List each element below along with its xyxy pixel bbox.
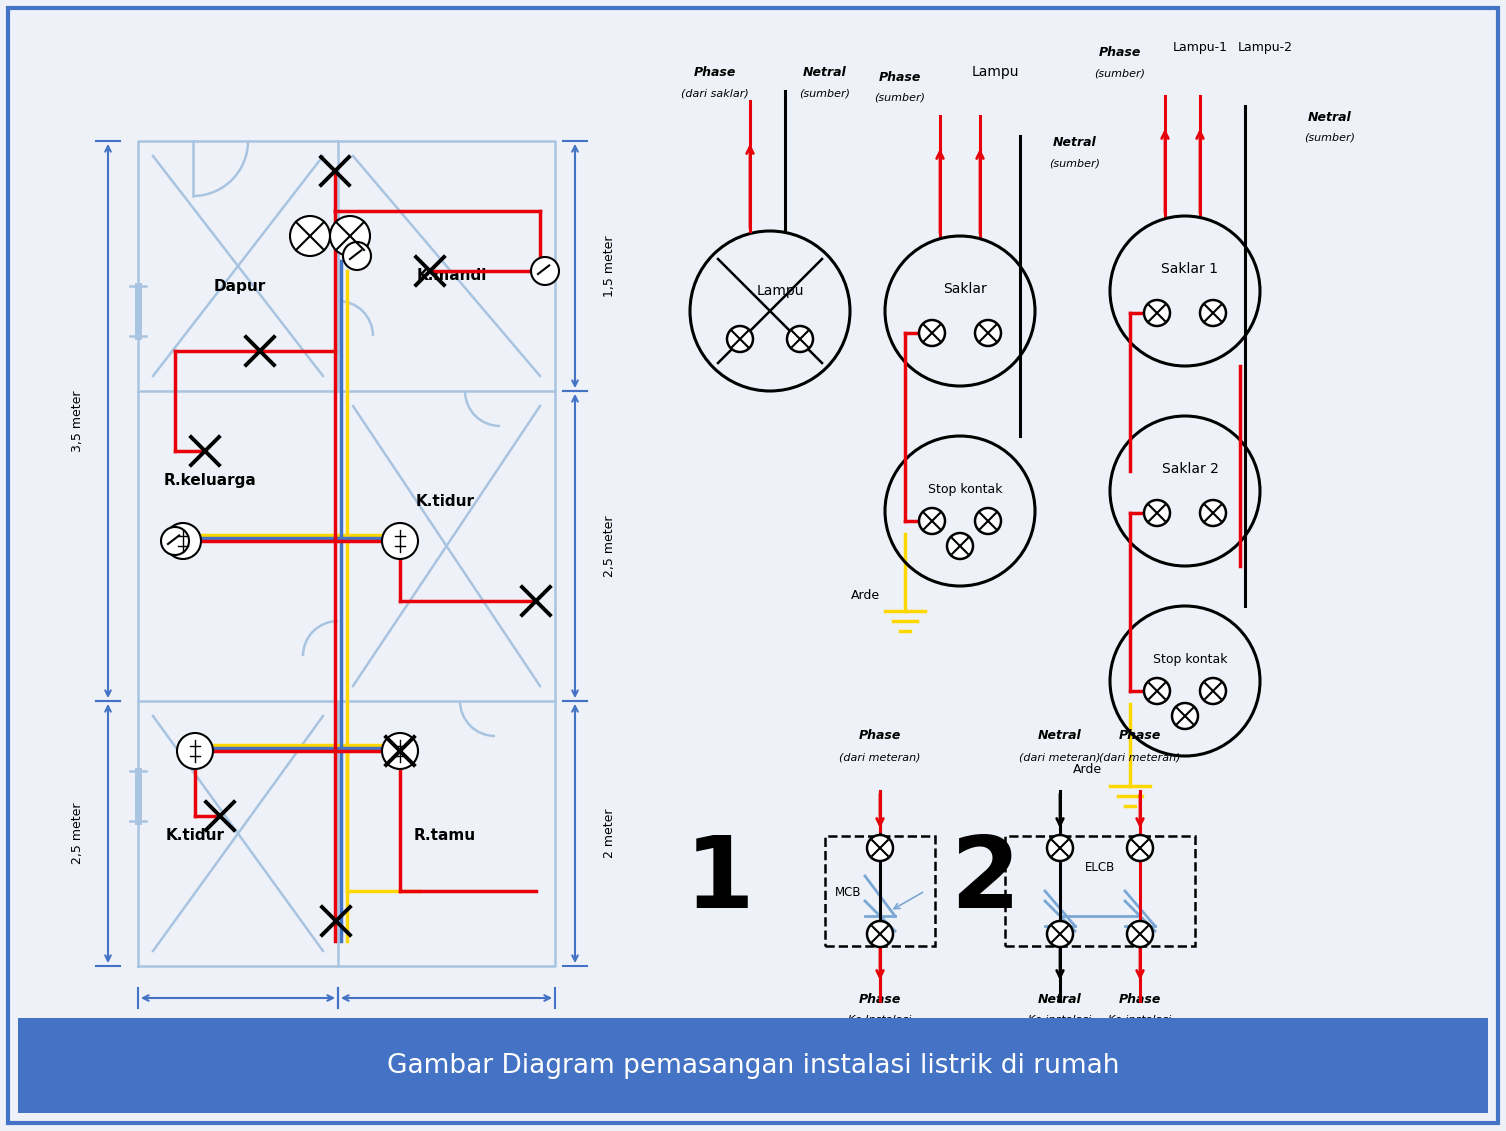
Text: (sumber): (sumber) xyxy=(800,88,851,98)
Circle shape xyxy=(947,533,973,559)
Text: Netral: Netral xyxy=(1309,111,1352,124)
Circle shape xyxy=(974,508,1001,534)
Text: R.tamu: R.tamu xyxy=(414,829,476,844)
Text: (dari meteran): (dari meteran) xyxy=(839,753,920,763)
Circle shape xyxy=(1126,921,1154,947)
Text: menuju Instalasi: menuju Instalasi xyxy=(834,1063,926,1073)
Circle shape xyxy=(974,320,1001,346)
Text: ELCB: ELCB xyxy=(1084,861,1114,874)
Circle shape xyxy=(788,326,813,352)
Text: K.tidur: K.tidur xyxy=(416,493,474,509)
Text: Stop kontak: Stop kontak xyxy=(928,483,1003,495)
Text: 1: 1 xyxy=(685,832,755,930)
Circle shape xyxy=(919,508,944,534)
Text: (sumber): (sumber) xyxy=(1095,68,1146,78)
Circle shape xyxy=(1126,835,1154,861)
Text: Ke instalasi: Ke instalasi xyxy=(1108,1015,1172,1025)
Text: Phase: Phase xyxy=(880,71,922,84)
Text: K.mandi: K.mandi xyxy=(417,268,486,284)
Text: Phase: Phase xyxy=(1119,993,1161,1005)
Text: R.keluarga: R.keluarga xyxy=(164,474,256,489)
Text: Dapur: Dapur xyxy=(214,278,267,294)
Circle shape xyxy=(166,523,200,559)
Circle shape xyxy=(1200,500,1226,526)
Text: (sumber): (sumber) xyxy=(1304,133,1355,143)
Text: Ke instalasi: Ke instalasi xyxy=(1029,1015,1092,1025)
Text: Arde: Arde xyxy=(1072,763,1101,776)
Text: Netral: Netral xyxy=(1038,729,1081,742)
Circle shape xyxy=(330,216,370,256)
Text: Phase: Phase xyxy=(694,66,736,79)
Text: Lampu: Lampu xyxy=(756,284,804,297)
Text: 3,5 meter: 3,5 meter xyxy=(71,390,84,451)
Circle shape xyxy=(383,733,419,769)
Text: 2: 2 xyxy=(950,832,1020,930)
Text: (dari saklar): (dari saklar) xyxy=(681,88,748,98)
Text: Phase: Phase xyxy=(1099,46,1142,59)
Text: Phase: Phase xyxy=(858,993,901,1005)
Text: Lampu-1: Lampu-1 xyxy=(1173,41,1227,54)
Circle shape xyxy=(1145,300,1170,326)
Text: Lampu: Lampu xyxy=(971,64,1018,79)
Text: 2,5 meter: 2,5 meter xyxy=(604,516,616,577)
Circle shape xyxy=(1047,921,1072,947)
Text: Netral dari meteran: Netral dari meteran xyxy=(825,1043,935,1053)
Circle shape xyxy=(1172,703,1197,729)
Text: 2,5 meter: 2,5 meter xyxy=(71,803,84,864)
Text: Netral: Netral xyxy=(1053,136,1096,149)
Text: Lampu-2: Lampu-2 xyxy=(1238,41,1292,54)
Circle shape xyxy=(161,527,188,555)
Circle shape xyxy=(919,320,944,346)
Circle shape xyxy=(532,257,559,285)
Text: Netral: Netral xyxy=(803,66,846,79)
Circle shape xyxy=(383,523,419,559)
Circle shape xyxy=(867,921,893,947)
Circle shape xyxy=(1047,835,1072,861)
Circle shape xyxy=(867,835,893,861)
Circle shape xyxy=(1200,300,1226,326)
Text: Phase: Phase xyxy=(1119,729,1161,742)
Text: Netral: Netral xyxy=(1038,993,1081,1005)
Circle shape xyxy=(1145,500,1170,526)
Text: 2,5 meter: 2,5 meter xyxy=(208,1020,268,1033)
Circle shape xyxy=(1145,677,1170,703)
Text: Saklar 2: Saklar 2 xyxy=(1161,461,1218,476)
Circle shape xyxy=(291,216,330,256)
Circle shape xyxy=(727,326,753,352)
FancyBboxPatch shape xyxy=(8,8,1498,1123)
Bar xyxy=(18,1018,1488,1113)
Text: (dari meteran): (dari meteran) xyxy=(1099,753,1181,763)
Text: (sumber): (sumber) xyxy=(875,93,926,103)
Text: MCB: MCB xyxy=(834,886,861,899)
Text: Saklar: Saklar xyxy=(943,282,986,296)
Text: (sumber): (sumber) xyxy=(1050,158,1101,169)
Text: Phase: Phase xyxy=(858,729,901,742)
Circle shape xyxy=(178,733,212,769)
Text: Stop kontak: Stop kontak xyxy=(1152,653,1227,665)
Text: Saklar 1: Saklar 1 xyxy=(1161,262,1218,276)
Text: 2 meter: 2 meter xyxy=(604,809,616,858)
Text: (dari meteran): (dari meteran) xyxy=(1020,753,1101,763)
Text: K.tidur: K.tidur xyxy=(166,829,224,844)
Text: Gambar Diagram pemasangan instalasi listrik di rumah: Gambar Diagram pemasangan instalasi list… xyxy=(387,1053,1119,1079)
Text: Arde: Arde xyxy=(851,589,880,602)
Text: Ke Instalasi: Ke Instalasi xyxy=(848,1015,911,1025)
Text: 3,5 meter: 3,5 meter xyxy=(416,1020,477,1033)
Text: 1,5 meter: 1,5 meter xyxy=(604,235,616,296)
Circle shape xyxy=(343,242,370,270)
Circle shape xyxy=(1200,677,1226,703)
